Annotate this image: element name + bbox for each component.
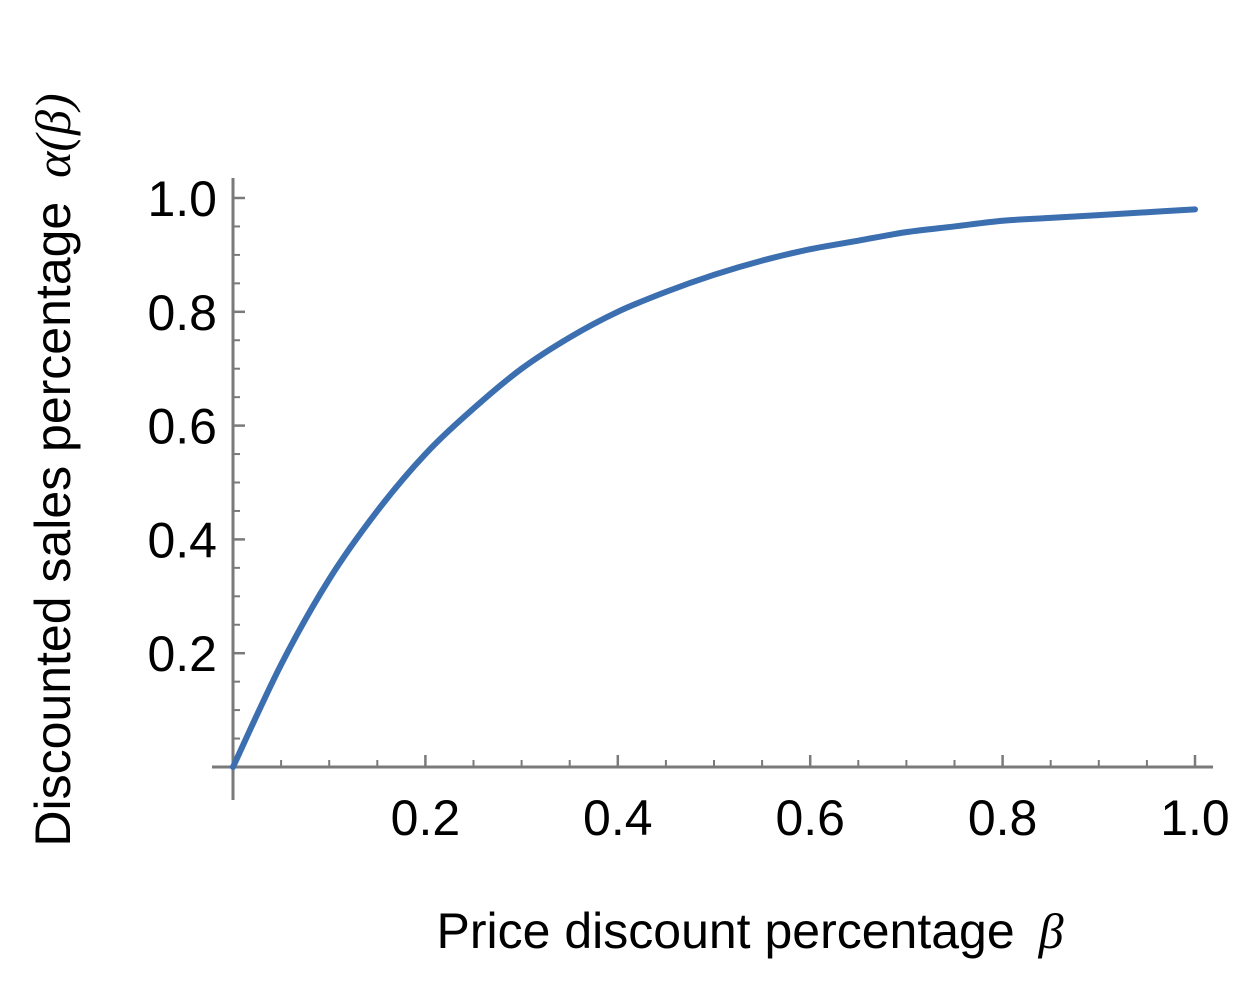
y-tick-label: 0.2 <box>147 626 217 682</box>
y-tick-labels: 0.2 0.4 0.6 0.8 1.0 <box>147 171 217 682</box>
x-tick-label: 0.2 <box>391 790 461 846</box>
y-axis-title-text: Discounted sales percentage <box>25 202 81 847</box>
y-tick-label: 0.8 <box>147 285 217 341</box>
x-tick-label: 0.4 <box>583 790 653 846</box>
x-axis-title-text: Price discount percentage <box>437 903 1015 959</box>
y-tick-label: 0.6 <box>147 399 217 455</box>
x-tick-label: 1.0 <box>1160 790 1230 846</box>
x-tick-label: 0.8 <box>968 790 1038 846</box>
y-axis-title-symbol: α(β) <box>25 93 81 177</box>
x-axis-title: Price discount percentage β <box>437 903 1064 959</box>
y-tick-label: 0.4 <box>147 512 217 568</box>
series-group <box>230 206 1198 770</box>
x-axis-title-symbol: β <box>1038 903 1064 959</box>
series-line <box>230 206 1198 770</box>
x-axis-ticks <box>280 755 1197 767</box>
y-axis-ticks <box>233 196 245 740</box>
y-tick-label: 1.0 <box>147 171 217 227</box>
x-tick-labels: 0.2 0.4 0.6 0.8 1.0 <box>391 790 1230 846</box>
x-tick-label: 0.6 <box>775 790 845 846</box>
y-axis-title: Discounted sales percentage α(β) <box>25 93 81 846</box>
